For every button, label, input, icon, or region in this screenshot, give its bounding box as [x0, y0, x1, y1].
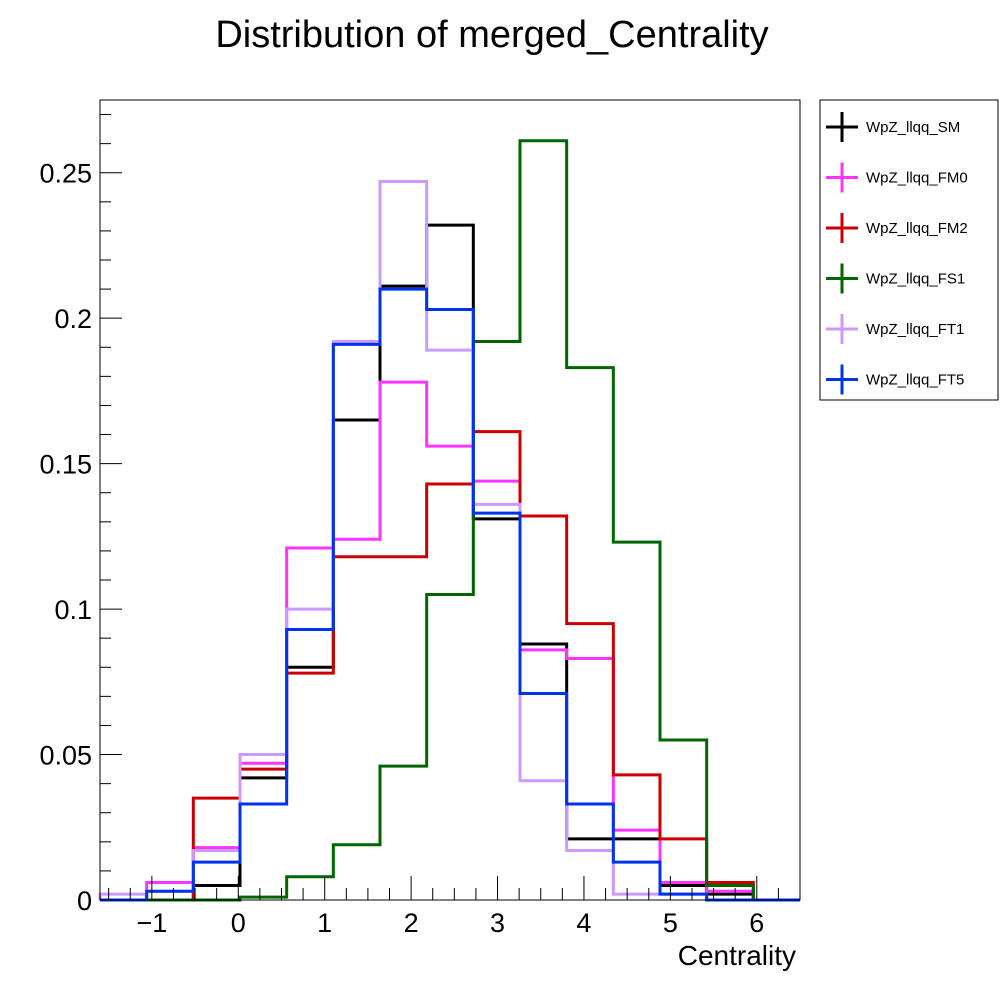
y-tick-label: 0.2	[54, 304, 92, 334]
legend-label: WpZ_llqq_FM0	[866, 170, 968, 187]
x-tick-label: −1	[136, 908, 167, 938]
series-line-3	[100, 139, 800, 902]
x-tick-label: 5	[663, 908, 678, 938]
series-line-1	[100, 380, 800, 902]
y-tick-label: 0.1	[54, 595, 92, 625]
series-line-4	[98, 179, 800, 902]
x-tick-label: 1	[317, 908, 332, 938]
series-layer	[98, 139, 800, 902]
legend-box	[819, 99, 999, 401]
legend-label: WpZ_llqq_FS1	[866, 271, 965, 288]
legend-label: WpZ_llqq_FT1	[866, 321, 964, 338]
legend: WpZ_llqq_SM WpZ_llqq_FM0 WpZ_llqq_FM2 WpZ_l…	[819, 99, 999, 401]
x-tick-label: 4	[576, 908, 591, 938]
x-tick-label: 6	[749, 908, 764, 938]
legend-label: WpZ_llqq_FT5	[866, 372, 964, 389]
y-tick-label: 0.25	[39, 159, 92, 189]
x-tick-label: 2	[404, 908, 419, 938]
y-tick-label: 0.15	[39, 450, 92, 480]
legend-label: WpZ_llqq_FM2	[866, 220, 968, 237]
legend-label: WpZ_llqq_SM	[866, 119, 960, 136]
axes-layer: −1 0 1 2 3 4 5 6 0 0.05 0.1 0.15 0.2 0.25	[39, 114, 801, 938]
chart-title: Distribution of merged_Centrality	[215, 14, 768, 56]
x-tick-label: 3	[490, 908, 505, 938]
x-tick-label: 0	[231, 908, 246, 938]
series-line-2	[100, 430, 800, 902]
series-line-5	[100, 287, 800, 902]
x-axis-title: Centrality	[678, 940, 796, 971]
y-tick-label: 0	[77, 886, 92, 916]
plot-frame	[99, 99, 801, 901]
y-tick-label: 0.05	[39, 741, 92, 771]
